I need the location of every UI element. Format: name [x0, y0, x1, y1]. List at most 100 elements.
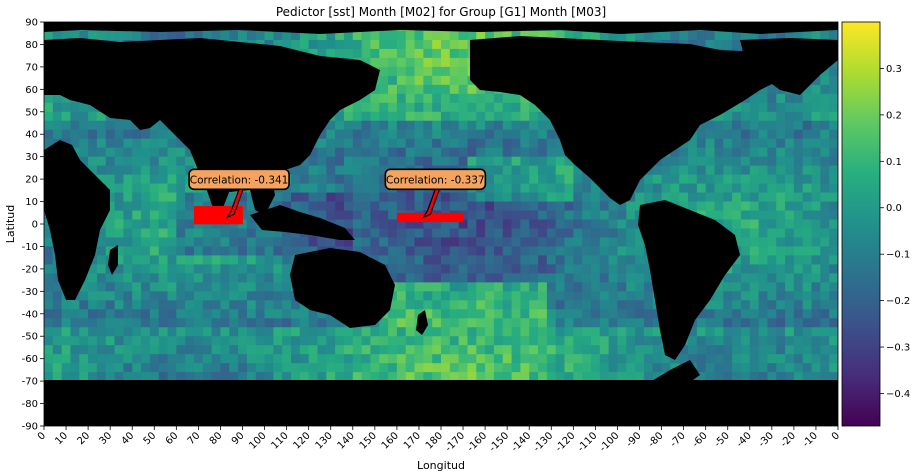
ocean-cell: [590, 210, 601, 220]
ocean-cell: [555, 138, 565, 149]
ocean-cell: [555, 246, 565, 256]
ocean-cell: [132, 273, 142, 283]
ocean-cell: [829, 183, 838, 193]
ocean-cell: [167, 363, 177, 373]
ocean-cell: [149, 174, 160, 184]
ocean-cell: [458, 336, 468, 346]
ocean-cell: [229, 228, 239, 238]
ocean-cell: [432, 120, 442, 131]
ocean-cell: [388, 309, 398, 319]
ocean-cell: [467, 210, 477, 220]
ocean-cell: [167, 300, 177, 310]
ocean-cell: [476, 120, 486, 131]
ocean-cell: [396, 228, 407, 238]
ocean-cell: [123, 354, 133, 364]
ocean-cell: [485, 183, 495, 193]
ocean-cell: [714, 201, 724, 211]
ocean-cell: [308, 354, 318, 364]
ocean-cell: [379, 327, 389, 337]
ocean-cell: [141, 336, 151, 346]
ocean-cell: [785, 201, 795, 211]
ocean-cell: [132, 336, 142, 346]
ocean-cell: [273, 39, 283, 50]
ocean-cell: [405, 291, 415, 301]
ocean-cell: [343, 174, 354, 184]
ocean-cell: [688, 354, 698, 364]
ocean-cell: [696, 363, 707, 373]
ocean-cell: [379, 39, 389, 50]
ocean-cell: [529, 201, 539, 211]
highlight-cell: [207, 215, 212, 220]
ocean-cell: [829, 174, 838, 184]
ocean-cell: [246, 309, 257, 319]
ocean-cell: [502, 111, 512, 122]
ocean-cell: [61, 363, 71, 373]
ocean-cell: [758, 156, 768, 167]
ocean-cell: [388, 147, 398, 158]
ocean-cell: [185, 192, 195, 202]
ocean-cell: [493, 219, 504, 229]
ocean-cell: [202, 300, 213, 310]
ocean-cell: [476, 192, 486, 202]
ocean-cell: [441, 327, 451, 337]
x-tick-label: -110: [576, 430, 600, 454]
ocean-cell: [79, 300, 89, 310]
ocean-cell: [132, 264, 142, 274]
ocean-cell: [529, 354, 539, 364]
ocean-cell: [643, 309, 654, 319]
ocean-cell: [635, 300, 645, 310]
ocean-cell: [132, 30, 142, 41]
ocean-cell: [405, 201, 415, 211]
ocean-cell: [123, 201, 133, 211]
ocean-cell: [643, 264, 654, 274]
ocean-cell: [740, 210, 751, 220]
ocean-cell: [264, 291, 274, 301]
ocean-cell: [546, 372, 557, 382]
ocean-cell: [776, 219, 786, 229]
ocean-cell: [635, 201, 645, 211]
landmass-new-zealand: [416, 310, 428, 335]
ocean-cell: [361, 120, 371, 131]
ocean-cell: [132, 183, 142, 193]
ocean-cell: [264, 246, 274, 256]
ocean-cell: [370, 165, 380, 176]
ocean-cell: [432, 111, 442, 122]
ocean-cell: [529, 336, 539, 346]
ocean-cell: [202, 228, 213, 238]
ocean-cell: [776, 327, 786, 337]
ocean-cell: [114, 147, 124, 158]
ocean-cell: [546, 255, 557, 265]
ocean-cell: [123, 192, 133, 202]
ocean-cell: [705, 30, 715, 41]
ocean-cell: [220, 300, 230, 310]
ocean-cell: [714, 282, 724, 292]
ocean-cell: [538, 120, 548, 131]
ocean-cell: [388, 102, 398, 113]
ocean-cell: [449, 255, 460, 265]
ocean-cell: [590, 246, 601, 256]
ocean-cell: [423, 57, 433, 68]
ocean-cell: [714, 129, 724, 140]
ocean-cell: [829, 138, 838, 149]
ocean-cell: [176, 219, 186, 229]
ocean-cell: [432, 30, 442, 41]
ocean-cell: [740, 138, 751, 149]
ocean-cell: [714, 354, 724, 364]
ocean-cell: [441, 75, 451, 86]
ocean-cell: [299, 165, 310, 176]
ocean-cell: [149, 192, 160, 202]
highlight-cell: [211, 215, 217, 220]
ocean-cell: [502, 201, 512, 211]
ocean-cell: [123, 264, 133, 274]
ocean-cell: [696, 174, 707, 184]
ocean-cell: [767, 111, 777, 122]
ocean-cell: [529, 147, 539, 158]
ocean-cell: [564, 210, 574, 220]
ocean-cell: [423, 246, 433, 256]
ocean-cell: [149, 138, 160, 149]
ocean-cell: [723, 138, 733, 149]
ocean-cell: [114, 210, 124, 220]
ocean-cell: [802, 255, 812, 265]
ocean-cell: [176, 354, 186, 364]
ocean-cell: [167, 201, 177, 211]
